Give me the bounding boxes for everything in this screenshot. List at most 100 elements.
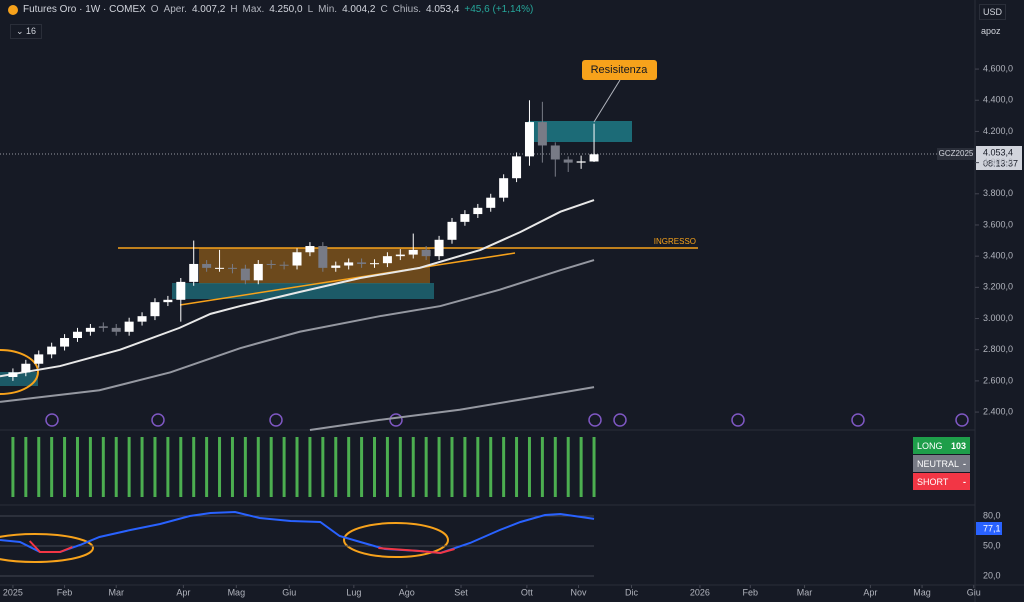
indicator-count[interactable]: ⌄ 16 [10, 24, 43, 39]
candle-body [72, 331, 82, 339]
signal-bar [153, 437, 157, 497]
candle-body [47, 346, 57, 355]
candle-body [576, 161, 586, 163]
price-axis [975, 0, 1024, 602]
candle-body [176, 281, 186, 300]
signal-bar [205, 437, 209, 497]
signal-bar [592, 437, 596, 497]
ohlc-value: 4.053,4 [426, 4, 460, 15]
candle-body [589, 154, 599, 162]
signal-bar [127, 437, 131, 497]
candle-body [421, 249, 431, 257]
y-tick-label: 3.000,0 [983, 313, 1013, 323]
resistance-zone [528, 121, 632, 142]
callout: Resisitenza [591, 64, 649, 76]
x-tick-label: Mag [913, 587, 931, 597]
line [0, 199, 595, 378]
signal-bar [334, 437, 338, 497]
signal-bar [218, 437, 222, 497]
candle-body [305, 246, 315, 253]
scale[interactable]: apoz [981, 26, 1001, 36]
candle-body [447, 221, 457, 240]
signal-box: LONG 103 NEUTRAL - SHORT - [913, 437, 970, 491]
x-tick-label: Feb [57, 587, 73, 597]
header: Futures Oro · 1W · COMEX O Aper. 4.007,2 H M… [8, 4, 533, 15]
candle-body [524, 122, 534, 157]
signal-bar [515, 437, 519, 497]
candle-body [370, 263, 380, 265]
osc-tag [976, 522, 1002, 535]
signal-bar [566, 437, 570, 497]
signal-bar [295, 437, 299, 497]
signal-bar [50, 437, 54, 497]
last-price: 4.053,4 [983, 147, 1013, 157]
ohlc: O Aper. 4.007,2 H Max. 4.250,0 L Min. 4.004,2 C Ch… [151, 4, 460, 15]
x-tick-label: Set [454, 587, 468, 597]
candle-body [331, 265, 341, 268]
highlight [0, 349, 39, 395]
candle-body [292, 252, 302, 266]
signal-bar [88, 437, 92, 497]
ohlc-key: C [380, 4, 388, 15]
y-tick-label: 3.200,0 [983, 282, 1013, 292]
signal-bar [282, 437, 286, 497]
signal-bar [63, 437, 67, 497]
x-tick-label: 2025 [3, 587, 23, 597]
candle-body [189, 263, 199, 282]
signal-bar [450, 437, 454, 497]
signal-bar [347, 437, 351, 497]
signal-bar [308, 437, 312, 497]
ohlc-text: Max. [242, 4, 265, 15]
y-tick-label: 4.400,0 [983, 95, 1013, 105]
x-tick-label: Giu [282, 587, 296, 597]
candle-body [382, 256, 392, 264]
signal-bar [411, 437, 415, 497]
signal-value: - [963, 476, 966, 487]
x-tick-label: 2026 [690, 587, 710, 597]
icons [45, 413, 969, 427]
signal-bar [140, 437, 144, 497]
line [0, 259, 595, 403]
candle-body [85, 327, 95, 332]
callout-line [593, 79, 621, 123]
x-tick-label: Nov [571, 587, 588, 597]
signal-bar [398, 437, 402, 497]
ohlc-key: H [230, 4, 238, 15]
signal-bar [179, 437, 183, 497]
signal-bar [230, 437, 234, 497]
x-tick-label: Dic [625, 587, 638, 597]
symbol: GCZ2025 [939, 149, 974, 158]
candle-body [215, 267, 225, 269]
range-zone [199, 248, 430, 284]
y-tick-label: 3.800,0 [983, 188, 1013, 198]
candle-body [98, 326, 108, 328]
candle-body [111, 327, 121, 332]
signal-bar [75, 437, 79, 497]
candle-body [434, 239, 444, 257]
candle-body [279, 264, 289, 266]
y-tick-label: 50,0 [983, 540, 1001, 550]
signal-bar [527, 437, 531, 497]
line [0, 510, 595, 555]
signal-bar [385, 437, 389, 497]
ohlc-key: O [150, 4, 159, 15]
currency[interactable]: USD [979, 4, 1007, 20]
candle-body [240, 268, 250, 281]
signal-bar [256, 437, 260, 497]
osc-value: 77,1 [983, 523, 1001, 533]
y-tick-label: 3.600,0 [983, 219, 1013, 229]
signal-bar [243, 437, 247, 497]
x-tick-label: Apr [176, 587, 190, 597]
signal-bar [476, 437, 480, 497]
price-tag [976, 146, 1022, 170]
ohlc-text: Min. [318, 4, 338, 15]
entry-label: INGRESSO [654, 237, 696, 246]
signal-bar [101, 437, 105, 497]
y-tick-label: 2.400,0 [983, 406, 1013, 416]
candle-body [253, 263, 263, 281]
x-tick-label: Ott [521, 587, 534, 597]
candle-body [21, 363, 31, 373]
candle-body [124, 321, 134, 332]
signal-bar [11, 437, 15, 497]
x-tick-label: Mag [228, 587, 246, 597]
